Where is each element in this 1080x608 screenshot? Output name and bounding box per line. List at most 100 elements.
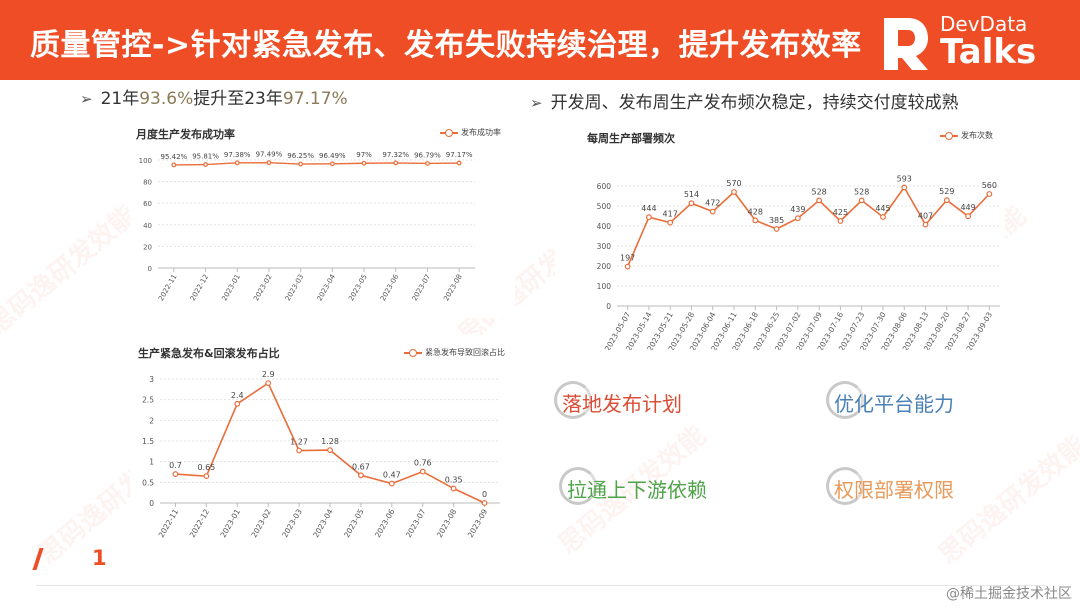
logo-text-small: DevData [940,12,1028,36]
data-point [425,161,430,166]
legend-swatch-icon [404,349,422,357]
x-tick-label: 2023-03 [284,273,306,302]
data-label: 445 [875,204,890,213]
data-label: 0.67 [352,462,370,471]
data-point [922,221,929,228]
data-label: 95.81% [192,153,219,161]
x-tick-label: 2023-08 [435,507,459,539]
y-tick-label: 80 [143,179,152,187]
bullet-frequency: ➢ 开发周、发布周生产发布频次稳定，持续交付度较成熟 [530,88,959,113]
data-point [171,162,177,168]
action-permissions: 权限部署权限 [826,467,954,505]
data-label: 1.28 [321,437,339,446]
data-label: 0 [482,490,487,499]
data-point [388,480,395,487]
data-label: 96.25% [287,152,314,160]
data-label: 425 [833,208,848,217]
chart-title: 生产紧急发布&回滚发布占比 [138,347,280,360]
data-label: 560 [982,181,997,190]
data-point [203,473,210,480]
x-tick-label: 2022-12 [188,507,212,539]
y-tick-label: 100 [139,157,152,165]
legend-swatch-icon [940,132,958,140]
data-label: 449 [960,203,975,212]
chart-weekly-deploys: 01002003004005006002023-05-072023-05-142… [597,174,1000,350]
data-label: 97.38% [224,151,251,159]
data-point [234,400,241,407]
y-tick-label: 40 [143,222,152,230]
bullet-arrow-icon: ➢ [80,90,93,108]
data-label: 1.27 [290,438,308,447]
action-platform: 优化平台能力 [826,381,954,419]
data-label: 417 [663,210,678,219]
chart-legend: 发布次数 [940,130,993,141]
chart-success-rate: 0 20 40 60 80 100 2022-11 2022-12 2023-01 2023-02… [139,151,475,302]
data-label: 97% [356,151,372,159]
data-label: 2.9 [262,370,275,379]
chart-legend: 紧急发布导致回滚占比 [404,347,505,358]
logo-mark-icon [884,18,928,70]
data-point [265,380,272,387]
series-line [626,185,990,267]
ring-icon [559,467,597,505]
data-label: 528 [811,187,826,196]
data-point [203,162,208,167]
y-tick-label: 3 [149,375,154,384]
data-label: 97.17% [446,151,473,159]
legend-swatch-icon [440,129,458,137]
x-tick-label: 2023-02 [252,273,274,302]
action-label: 权限部署权限 [834,478,954,502]
x-tick-label: 2022-11 [157,273,179,302]
ring-icon [554,381,592,419]
chart-panel-weekly-deploys: 每周生产部署频次 发布次数 0 100 200 300 400 500 600 2023-05… [555,120,1005,350]
data-label: 2.4 [231,391,244,400]
bullet-text: 提升至23年 [193,89,283,109]
devdata-talks-logo: DevData Talks [878,8,1058,72]
data-point [327,447,333,453]
bullet-value: 97.17% [282,89,348,109]
bullet-value: 93.6% [139,89,194,109]
bullet-arrow-icon: ➢ [530,94,543,112]
series-line [173,162,460,166]
y-tick-label: 100 [597,282,612,291]
y-tick-label: 600 [597,182,612,191]
data-label: 0.47 [383,471,401,480]
y-tick-label: 0 [606,302,611,311]
chart-legend: 发布成功率 [440,127,501,138]
data-point [667,219,674,226]
x-tick-label: 2023-01 [219,507,243,539]
data-label: 197 [620,254,635,263]
y-tick-label: 2 [149,416,154,425]
data-point [481,500,488,506]
x-tick-label: 2023-07 [404,507,428,539]
data-label: 528 [854,187,869,196]
x-tick-label: 2022-12 [189,273,211,302]
y-tick-label: 400 [597,222,612,231]
data-label: 407 [918,212,933,221]
data-label: 570 [726,179,741,188]
data-point [794,215,801,222]
data-point [393,160,399,166]
data-label: 428 [748,207,763,216]
title-bar: 质量管控->针对紧急发布、发布失败持续治理，提升发布效率 DevData Tal… [0,0,1080,80]
data-point [709,208,716,215]
chart-panel-success-rate: 月度生产发布成功率 发布成功率 0 20 40 60 80 100 2022-11 2022-… [130,118,515,318]
chart-title: 月度生产发布成功率 [136,128,235,141]
data-point [752,217,759,224]
ring-icon [826,381,864,419]
data-point [234,160,240,166]
data-point [986,191,993,197]
footer-slash-icon [32,548,44,570]
bullet-text: 21年 [100,89,140,109]
x-tick-label: 2023-07 [411,273,433,302]
legend-label: 紧急发布导致回滚占比 [425,348,505,357]
bullet-success-rate: ➢ 21年93.6%提升至23年97.17% [80,84,348,109]
action-release-plan: 落地发布计划 [554,381,682,419]
y-tick-label: 1 [149,458,154,467]
data-label: 593 [897,174,912,183]
data-label: 96.49% [319,152,346,160]
data-point [688,200,695,207]
x-tick-label: 2022-11 [157,507,181,539]
data-label: 514 [684,190,699,199]
x-tick-label: 2023-06 [373,507,397,539]
